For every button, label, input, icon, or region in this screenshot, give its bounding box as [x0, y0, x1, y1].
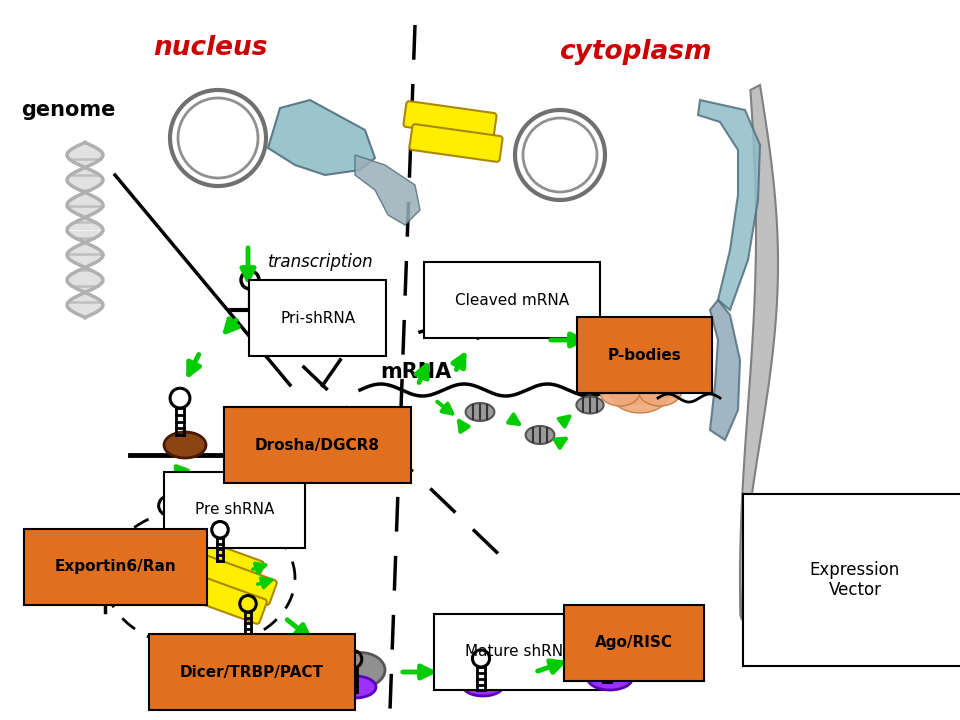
- Polygon shape: [710, 300, 740, 440]
- Text: Exportin6/Ran: Exportin6/Ran: [55, 559, 177, 575]
- Text: Pre shRNA: Pre shRNA: [195, 503, 275, 518]
- Ellipse shape: [600, 378, 640, 406]
- Text: mRNA: mRNA: [380, 362, 451, 382]
- FancyBboxPatch shape: [169, 568, 267, 624]
- Ellipse shape: [525, 426, 554, 444]
- Text: cytoplasm: cytoplasm: [559, 39, 711, 65]
- Ellipse shape: [464, 654, 512, 686]
- FancyBboxPatch shape: [180, 549, 276, 605]
- Text: transcription: transcription: [268, 253, 373, 271]
- Text: nucleus: nucleus: [153, 35, 267, 61]
- Ellipse shape: [576, 397, 604, 413]
- Polygon shape: [740, 85, 778, 620]
- Text: genome: genome: [21, 100, 115, 120]
- Text: Cleaved mRNA: Cleaved mRNA: [455, 292, 569, 307]
- Text: Drosha/DGCR8: Drosha/DGCR8: [255, 438, 380, 452]
- Polygon shape: [268, 100, 375, 175]
- Text: Dicer/TRBP/PACT: Dicer/TRBP/PACT: [180, 665, 324, 680]
- FancyBboxPatch shape: [410, 124, 502, 162]
- Ellipse shape: [612, 377, 668, 413]
- Polygon shape: [698, 100, 760, 310]
- Polygon shape: [355, 155, 420, 225]
- Ellipse shape: [335, 652, 385, 688]
- Ellipse shape: [334, 676, 376, 698]
- Text: Expression
Vector: Expression Vector: [810, 561, 900, 599]
- Ellipse shape: [603, 360, 667, 404]
- Ellipse shape: [590, 641, 645, 679]
- Ellipse shape: [466, 403, 494, 421]
- Text: Pri-shRNA: Pri-shRNA: [280, 310, 355, 325]
- Text: P-bodies: P-bodies: [608, 348, 682, 362]
- Ellipse shape: [588, 666, 633, 690]
- FancyBboxPatch shape: [166, 530, 264, 586]
- Text: Ago/RISC: Ago/RISC: [595, 636, 673, 650]
- Ellipse shape: [594, 352, 642, 388]
- Text: Mature shRNA: Mature shRNA: [465, 644, 573, 660]
- Ellipse shape: [629, 350, 681, 386]
- Ellipse shape: [638, 374, 682, 406]
- Ellipse shape: [164, 432, 206, 458]
- FancyBboxPatch shape: [403, 102, 496, 139]
- Ellipse shape: [463, 676, 503, 696]
